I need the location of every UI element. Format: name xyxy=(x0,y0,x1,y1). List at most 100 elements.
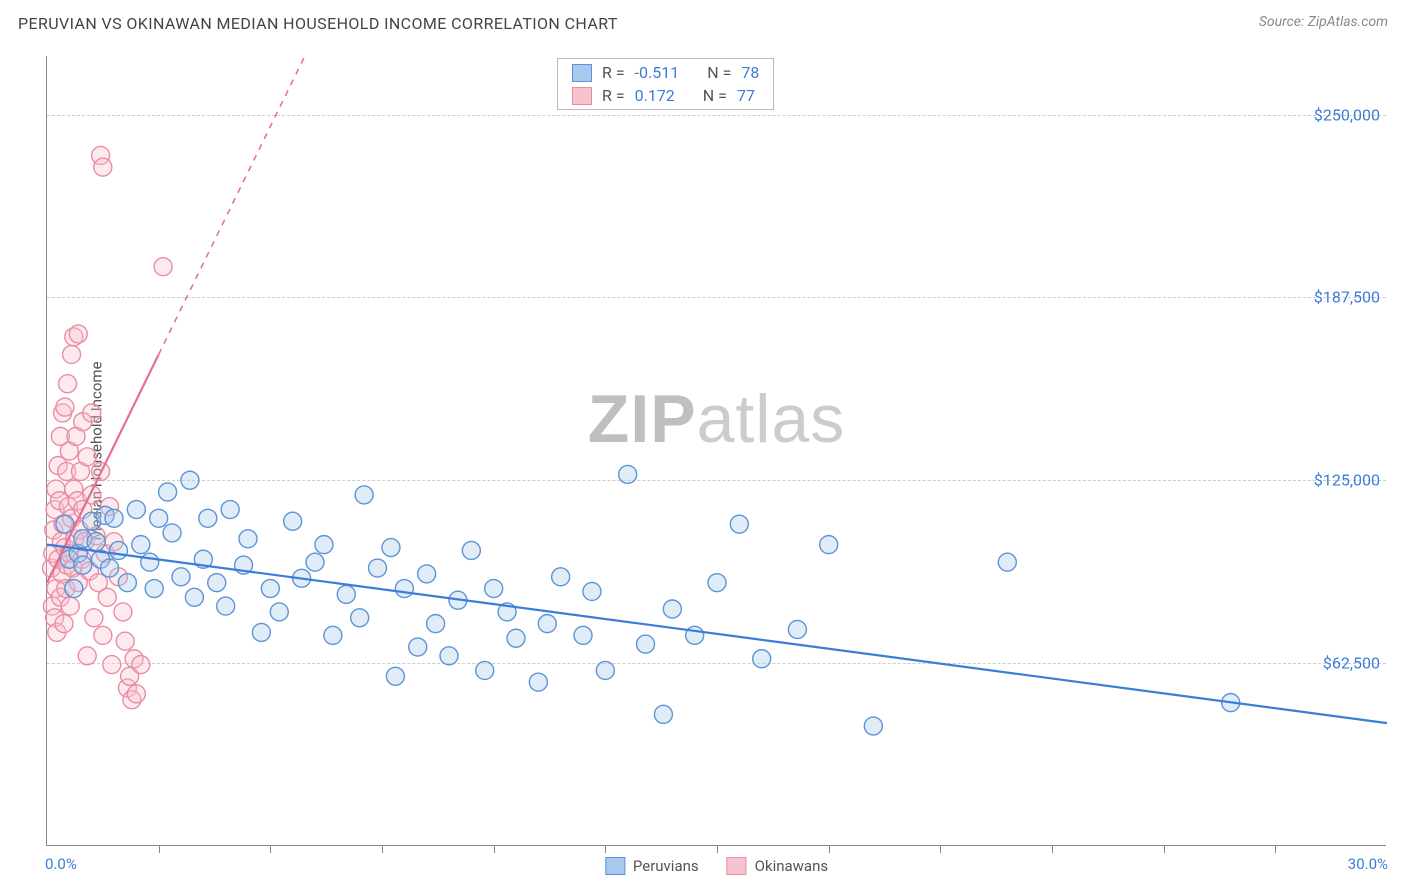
peruvian-point xyxy=(663,600,681,618)
peruvian-point xyxy=(355,486,373,504)
peruvian-point xyxy=(382,539,400,557)
peruvian-point xyxy=(74,556,92,574)
peruvian-point xyxy=(109,541,127,559)
okinawan-point xyxy=(83,404,101,422)
peruvian-point xyxy=(306,553,324,571)
x-axis-max-label: 30.0% xyxy=(1348,855,1388,873)
bottom-legend: Peruvians Okinawans xyxy=(605,857,828,875)
okinawan-point xyxy=(69,325,87,343)
peruvian-point xyxy=(261,580,279,598)
okinawan-point xyxy=(116,632,134,650)
peruvian-point xyxy=(708,574,726,592)
peruvian-point xyxy=(427,615,445,633)
peruvian-point xyxy=(132,536,150,554)
okinawan-point xyxy=(94,626,112,644)
peruvian-point xyxy=(163,524,181,542)
okinawan-point xyxy=(59,375,77,393)
okinawan-point xyxy=(61,597,79,615)
peruvian-point xyxy=(753,650,771,668)
x-tick xyxy=(270,845,271,853)
peruvian-point xyxy=(87,533,105,551)
legend-item-peruvians: Peruvians xyxy=(605,857,699,875)
peruvian-point xyxy=(239,530,257,548)
x-tick xyxy=(1052,845,1053,853)
peruvian-point xyxy=(337,585,355,603)
peruvian-point xyxy=(221,501,239,519)
peruvian-point xyxy=(583,582,601,600)
okinawan-point xyxy=(98,588,116,606)
correlation-box: R = -0.511 N = 78 R = 0.172 N = 77 xyxy=(557,58,774,110)
peruvian-point xyxy=(395,580,413,598)
okinawan-point xyxy=(103,656,121,674)
peruvian-point xyxy=(574,626,592,644)
scatter-svg xyxy=(47,56,1386,845)
okinawan-point xyxy=(83,486,101,504)
peruvian-point xyxy=(252,623,270,641)
peruvian-point xyxy=(127,501,145,519)
x-tick xyxy=(717,845,718,853)
chart-plot-area: Median Household Income ZIPatlas $62,500… xyxy=(46,56,1386,846)
peruvian-point xyxy=(507,629,525,647)
okinawan-point xyxy=(63,345,81,363)
peruvian-point xyxy=(788,620,806,638)
peruvian-point xyxy=(351,609,369,627)
peruvian-point xyxy=(105,509,123,527)
source-label: Source: ZipAtlas.com xyxy=(1259,14,1388,30)
peruvian-point xyxy=(409,638,427,656)
peruvian-point xyxy=(418,565,436,583)
x-tick xyxy=(605,845,606,853)
peruvian-point xyxy=(141,553,159,571)
legend-swatch-peruvians-icon xyxy=(605,857,625,875)
peruvian-point xyxy=(56,515,74,533)
swatch-peruvians-icon xyxy=(572,64,592,82)
peruvian-point xyxy=(864,717,882,735)
peruvian-point xyxy=(150,509,168,527)
corr-row-okinawans: R = 0.172 N = 77 xyxy=(558,84,773,107)
x-tick xyxy=(1164,845,1165,853)
peruvian-point xyxy=(208,574,226,592)
peruvian-point xyxy=(637,635,655,653)
peruvian-point xyxy=(101,559,119,577)
peruvian-point xyxy=(476,661,494,679)
peruvian-point xyxy=(820,536,838,554)
peruvian-point xyxy=(529,673,547,691)
peruvian-point xyxy=(145,580,163,598)
peruvian-point xyxy=(369,559,387,577)
peruvian-point xyxy=(386,667,404,685)
x-tick xyxy=(829,845,830,853)
x-tick xyxy=(494,845,495,853)
peruvian-point xyxy=(159,483,177,501)
peruvian-point xyxy=(485,580,503,598)
peruvian-point xyxy=(315,536,333,554)
peruvian-point xyxy=(596,661,614,679)
peruvian-point xyxy=(440,647,458,665)
peruvian-point xyxy=(185,588,203,606)
peruvian-point xyxy=(118,574,136,592)
okinawan-point xyxy=(85,609,103,627)
peruvian-point xyxy=(181,471,199,489)
x-tick xyxy=(1275,845,1276,853)
peruvian-point xyxy=(65,580,83,598)
okinawan-point xyxy=(114,603,132,621)
peruvian-point xyxy=(619,465,637,483)
legend-item-okinawans: Okinawans xyxy=(727,857,828,875)
peruvian-point xyxy=(324,626,342,644)
peruvian-point xyxy=(172,568,190,586)
x-axis-min-label: 0.0% xyxy=(45,855,77,873)
peruvian-point xyxy=(654,705,672,723)
peruvian-point xyxy=(284,512,302,530)
okinawan-point xyxy=(78,647,96,665)
x-tick xyxy=(159,845,160,853)
x-tick xyxy=(940,845,941,853)
peruvian-point xyxy=(998,553,1016,571)
chart-title: PERUVIAN VS OKINAWAN MEDIAN HOUSEHOLD IN… xyxy=(18,14,618,33)
okinawan-point xyxy=(154,258,172,276)
okinawan-point xyxy=(78,448,96,466)
legend-swatch-okinawans-icon xyxy=(727,857,747,875)
peruvian-point xyxy=(552,568,570,586)
corr-row-peruvians: R = -0.511 N = 78 xyxy=(558,61,773,84)
peruvian-point xyxy=(199,509,217,527)
okinawan-point xyxy=(127,685,145,703)
okinawan-point xyxy=(132,656,150,674)
peruvian-point xyxy=(270,603,288,621)
